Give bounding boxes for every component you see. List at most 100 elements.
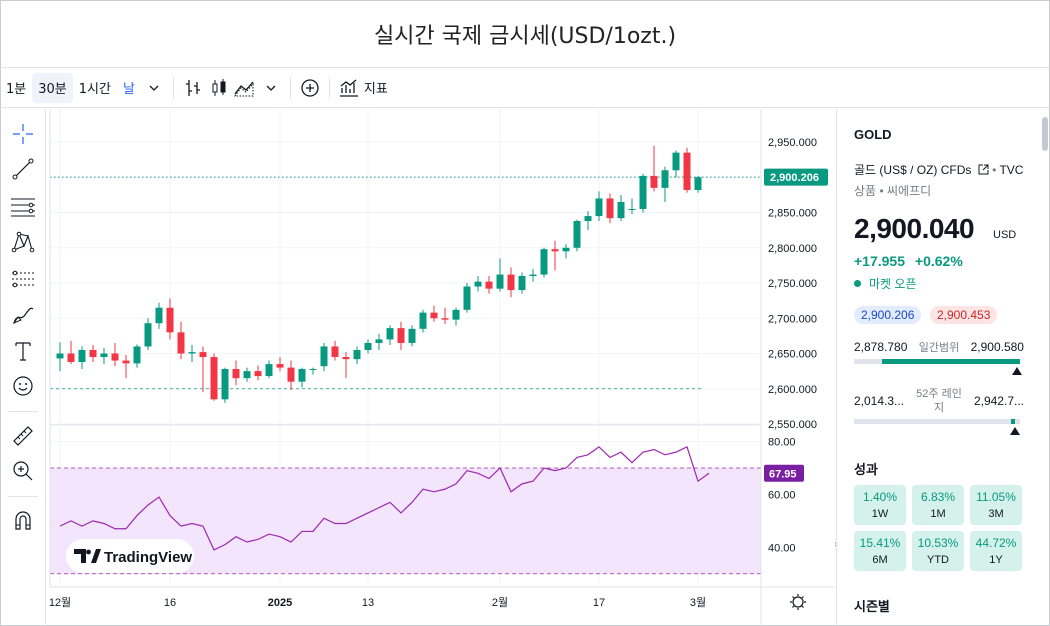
candle: [210, 353, 218, 401]
candle: [529, 268, 537, 282]
ruler-icon[interactable]: [8, 421, 38, 451]
toolbar-divider: [172, 76, 174, 99]
candle: [331, 340, 339, 361]
emoji-icon[interactable]: [8, 371, 38, 401]
day-low: 2,878.780: [854, 340, 908, 354]
page-title: 실시간 국제 금시세(USD/1ozt.): [0, 0, 1050, 68]
horizontal-lines-icon[interactable]: [8, 191, 38, 221]
indicators-button[interactable]: 지표: [363, 82, 388, 97]
perf-1w[interactable]: 1.40% 1W: [854, 485, 906, 525]
forecast-tool-icon[interactable]: [8, 264, 38, 294]
candle: [342, 352, 350, 379]
time-tick-label: 2월: [492, 596, 508, 609]
interval-dropdown-chevron-down-icon[interactable]: [141, 73, 167, 103]
rsi-line: [59, 446, 710, 551]
candle-body: [309, 369, 317, 371]
trend-line-icon[interactable]: [8, 154, 38, 184]
compare-add-icon[interactable]: [297, 73, 323, 103]
candle: [672, 150, 680, 178]
year-range-fill: [1011, 419, 1016, 424]
rsi-value-badge: 67.95: [764, 464, 804, 482]
tradingview-watermark[interactable]: TradingView: [66, 539, 194, 573]
candle: [507, 267, 515, 298]
candle-body: [67, 353, 75, 362]
text-tool-icon[interactable]: [8, 336, 38, 366]
brush-icon[interactable]: [8, 300, 38, 330]
panel-scrollbar[interactable]: [1042, 117, 1048, 517]
perf-label: 1W: [871, 508, 889, 520]
candle: [639, 173, 647, 213]
perf-value: 15.41%: [859, 536, 901, 550]
candle: [408, 325, 416, 347]
indicators-icon[interactable]: [336, 73, 362, 103]
time-axis-settings-icon[interactable]: [790, 594, 806, 610]
candle: [78, 346, 86, 370]
chart-style-chevron-down-icon[interactable]: [258, 73, 284, 103]
crosshair-icon[interactable]: [8, 119, 38, 149]
candle-body: [276, 364, 284, 368]
interval-30m-button[interactable]: 30분: [32, 72, 73, 103]
price-tick-label: 2,550.000: [768, 419, 817, 431]
perf-ytd[interactable]: 10.53% YTD: [912, 531, 964, 571]
candle-chart-style-icon[interactable]: [206, 73, 232, 103]
candle-body: [122, 360, 130, 364]
candle-body: [144, 323, 152, 347]
area-chart-style-icon[interactable]: [232, 73, 258, 103]
candle-body: [89, 349, 97, 358]
year-range-bar: [854, 419, 1020, 424]
candle-body: [188, 352, 196, 354]
external-link-icon[interactable]: [978, 164, 989, 178]
interval-1h-button[interactable]: 1시간: [78, 82, 111, 97]
day-range-label: 일간범위: [918, 342, 960, 354]
price-change: +17.955 +0.62%: [854, 253, 963, 269]
interval-day-button[interactable]: 날: [122, 82, 135, 97]
rsi-tick-label: 80.00: [768, 437, 796, 449]
chart-svg[interactable]: 2,950.0002,900.0002,850.0002,800.0002,75…: [46, 109, 834, 626]
price-tick-label: 2,650.000: [768, 349, 817, 361]
price-currency: USD: [993, 229, 1017, 241]
zoom-in-icon[interactable]: [8, 456, 38, 486]
chart-area[interactable]: 2,950.0002,900.0002,850.0002,800.0002,75…: [46, 109, 834, 626]
candle: [518, 272, 526, 294]
symbol-description-text: 골드 (US$ / OZ) CFDs: [854, 163, 972, 177]
perf-value: 10.53%: [917, 536, 959, 550]
candle-body: [551, 249, 559, 252]
perf-6m[interactable]: 15.41% 6M: [854, 531, 906, 571]
magnet-icon[interactable]: [8, 506, 38, 536]
candle-body: [298, 369, 306, 382]
candle-body: [661, 170, 669, 188]
perf-label: 1M: [930, 508, 946, 520]
perf-3m[interactable]: 11.05% 3M: [970, 485, 1022, 525]
candles: [56, 145, 702, 403]
rsi-axis: 80.00 60.00 40.00: [768, 437, 796, 555]
perf-1y[interactable]: 44.72% 1Y: [970, 531, 1022, 571]
candle: [617, 194, 625, 221]
tools-divider: [8, 496, 38, 497]
market-status-dot-icon: [854, 280, 861, 287]
symbol-ticker[interactable]: GOLD: [854, 127, 892, 142]
symbol-info-panel: GOLD 골드 (US$ / OZ) CFDs • TVC 상품 • 씨에프디 …: [836, 109, 1050, 626]
interval-1m-button[interactable]: 1분: [6, 82, 27, 97]
pattern-tool-icon[interactable]: [8, 227, 38, 257]
last-price-badge-text: 2,900.206: [770, 172, 819, 184]
perf-1m[interactable]: 6.83% 1M: [912, 485, 964, 525]
candle-body: [595, 198, 603, 217]
candle: [430, 305, 438, 322]
performance-grid: 1.40% 1W 6.83% 1M 11.05% 3M 15.41% 6M 10.53%…: [854, 485, 1022, 571]
candle: [89, 345, 97, 362]
candle-body: [672, 152, 680, 171]
candle: [144, 318, 152, 350]
symbol-description: 골드 (US$ / OZ) CFDs • TVC: [854, 163, 1024, 178]
candle-body: [529, 274, 537, 276]
last-price-badge: 2,900.206: [764, 168, 828, 186]
candle: [463, 283, 471, 313]
bar-chart-style-icon[interactable]: [180, 73, 206, 103]
candle-body: [683, 152, 691, 190]
symbol-source: TVC: [999, 163, 1024, 177]
candle-body: [254, 371, 262, 377]
candle-body: [518, 275, 526, 291]
candle-body: [694, 177, 702, 190]
candle: [287, 360, 295, 391]
candle: [188, 345, 196, 362]
candle-body: [243, 371, 251, 379]
